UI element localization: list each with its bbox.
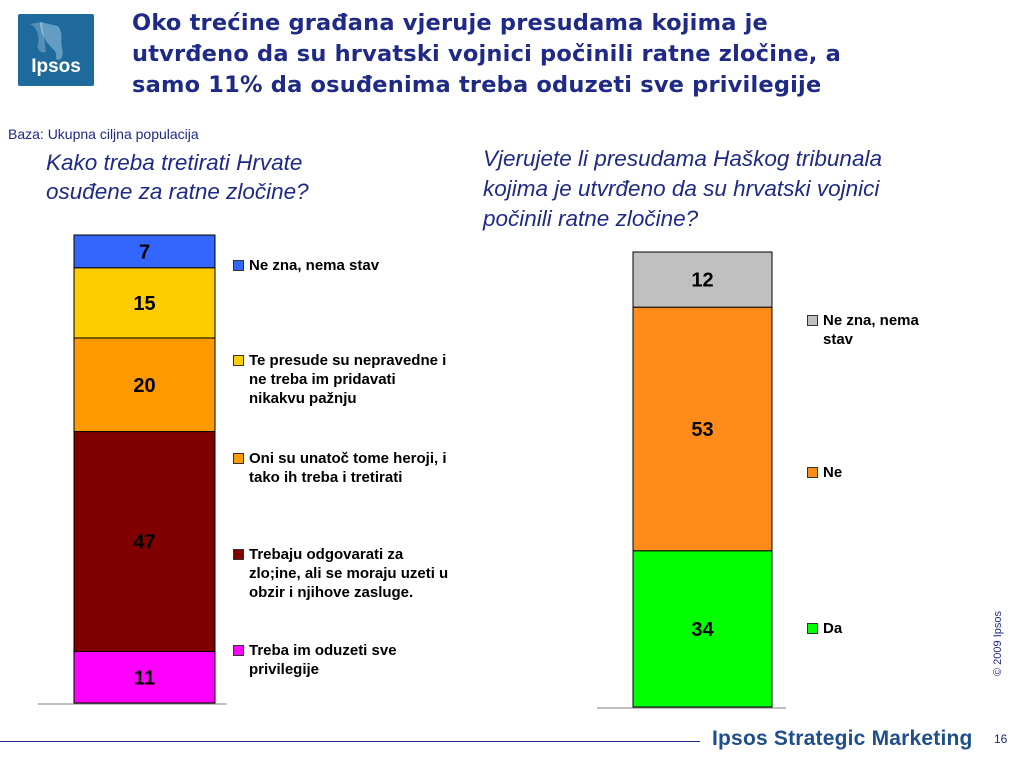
title-line: Oko trećine građana vjeruje presudama ko… — [132, 10, 769, 36]
page-number: 16 — [994, 732, 1008, 746]
question-line: kojima je utvrđeno da su hrvatski vojnic… — [483, 176, 880, 201]
bar-segment-2 — [632, 306, 773, 552]
data-label: 7 — [139, 241, 150, 263]
page-title: Oko trećine građana vjeruje presudama ko… — [132, 8, 1002, 101]
legend-item: Ne — [807, 463, 967, 482]
bar-segment-5 — [73, 234, 216, 269]
legend-item: Te presude su nepravedne i ne treba im pr… — [233, 351, 513, 408]
legend-swatch — [233, 549, 244, 560]
legend-item: Da — [807, 619, 967, 638]
legend-item: Ne zna, nema stav — [233, 256, 513, 275]
legend-label: Ne zna, nema stav — [823, 312, 919, 348]
legend-label: Te presude su nepravedne i ne treba im pr… — [249, 352, 447, 407]
data-label: 34 — [691, 619, 714, 641]
legend-item: Ne zna, nema stav — [807, 311, 967, 349]
footer-brand: Ipsos Strategic Marketing — [712, 727, 973, 750]
legend-label: Treba im oduzeti sve privilegije — [249, 642, 397, 678]
legend-label: Ne zna, nema stav — [249, 257, 380, 274]
question-line: osuđene za ratne zločine? — [46, 179, 309, 204]
data-label: 47 — [133, 532, 155, 554]
title-line: utvrđeno da su hrvatski vojnici počinili… — [132, 41, 841, 67]
legend-item: Treba im oduzeti sve privilegije — [233, 641, 513, 679]
legend-item: Trebaju odgovarati za zlo;ine, ali se mor… — [233, 545, 513, 602]
legend-label: Oni su unatoč tome heroji, i tako ih treb… — [249, 450, 447, 486]
data-label: 12 — [691, 270, 713, 292]
legend-swatch — [233, 645, 244, 656]
bar-segment-1 — [73, 651, 216, 704]
right-question: Vjerujete li presudama Haškog tribunala … — [483, 144, 1003, 234]
head-silhouette-icon — [30, 22, 63, 60]
footer-divider — [0, 741, 700, 742]
legend-label: Da — [823, 620, 843, 637]
data-label: 15 — [133, 293, 155, 315]
legend-label: Trebaju odgovarati za zlo;ine, ali se mor… — [249, 546, 449, 601]
legend-swatch — [807, 467, 818, 478]
legend-swatch — [233, 453, 244, 464]
bar-segment-1 — [632, 550, 773, 708]
legend-swatch — [233, 355, 244, 366]
legend-swatch — [807, 623, 818, 634]
legend-label: Ne — [823, 464, 843, 481]
bar-segment-3 — [632, 251, 773, 308]
question-line: Vjerujete li presudama Haškog tribunala — [483, 146, 882, 171]
legend-swatch — [807, 315, 818, 326]
left-question: Kako treba tretirati Hrvate osuđene za r… — [46, 148, 406, 206]
bar-segment-4 — [73, 267, 216, 339]
copyright-note: © 2009 Ipsos — [992, 611, 1004, 676]
title-line: samo 11% da osuđenima treba oduzeti sve … — [132, 72, 822, 98]
question-line: počinili ratne zločine? — [483, 206, 699, 231]
question-line: Kako treba tretirati Hrvate — [46, 150, 303, 175]
data-label: 20 — [133, 375, 155, 397]
base-note: Baza: Ukupna ciljna populacija — [8, 126, 199, 142]
legend-item: Oni su unatoč tome heroji, i tako ih treb… — [233, 449, 513, 487]
ipsos-logo: Ipsos — [18, 14, 94, 86]
logo-wordmark: Ipsos — [31, 56, 81, 77]
legend-swatch — [233, 260, 244, 271]
data-label: 53 — [691, 419, 713, 441]
bar-segment-3 — [73, 337, 216, 433]
bar-segment-2 — [73, 431, 216, 653]
data-label: 11 — [134, 667, 155, 689]
